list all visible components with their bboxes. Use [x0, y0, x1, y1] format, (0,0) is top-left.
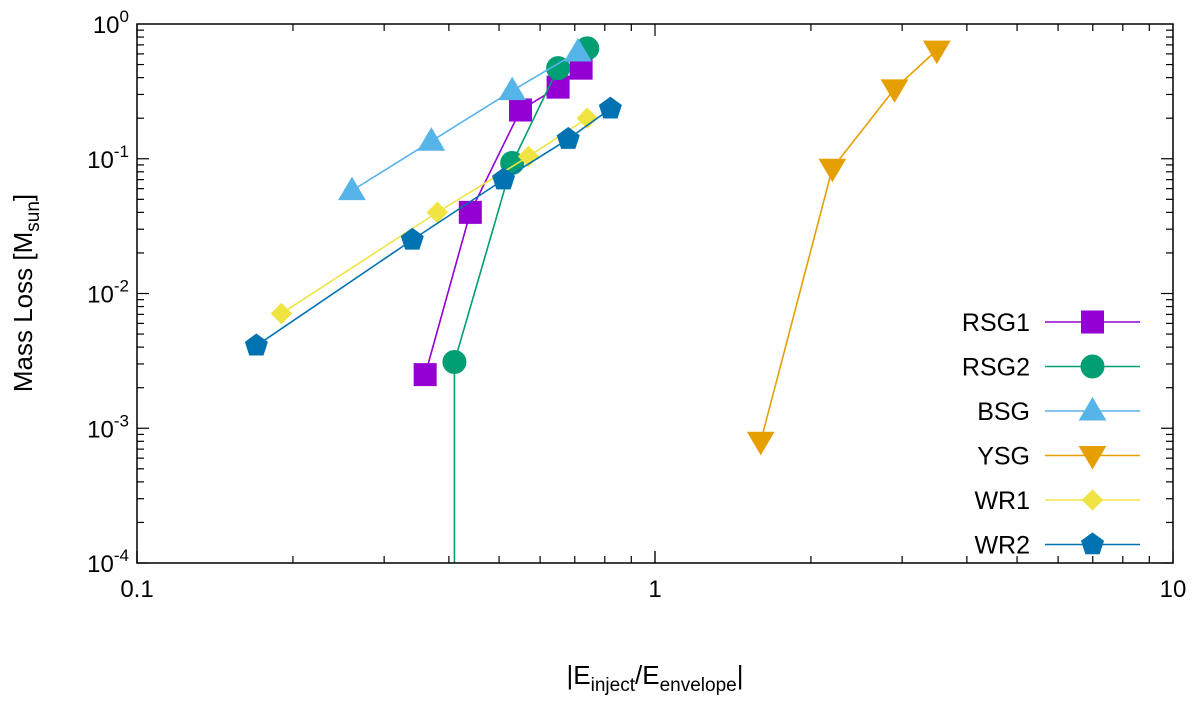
y-tick-label: 10-1: [87, 142, 129, 174]
data-point-rsg1: [458, 200, 482, 224]
data-point-rsg1: [413, 363, 437, 387]
data-point-wr1: [426, 201, 449, 224]
data-point-bsg: [338, 176, 366, 201]
legend-entry-wr1: WR1: [974, 487, 1140, 515]
data-point-ysg: [746, 431, 775, 456]
data-point-rsg2: [442, 350, 467, 375]
legend-marker: [1078, 446, 1107, 470]
tick-marks: [136, 24, 1174, 564]
data-point-wr2: [598, 96, 622, 119]
legend-entry-bsg: BSG: [977, 397, 1140, 426]
series-wr2: [244, 96, 622, 356]
data-point-bsg: [417, 127, 446, 151]
legend-label: BSG: [977, 398, 1030, 426]
data-point-ysg: [880, 79, 909, 103]
data-point-wr2: [244, 333, 268, 356]
legend-marker: [1078, 397, 1107, 421]
plot-frame: [136, 23, 1174, 564]
series-line-bsg: [351, 51, 579, 192]
data-point-wr1: [576, 107, 598, 129]
legend: RSG1 RSG2 BSG YSG WR1 WR2: [962, 309, 1140, 560]
y-axis-label: Mass Loss [Msun]: [8, 194, 44, 392]
y-tick-label: 10-4: [87, 546, 129, 578]
x-tick-label: 1: [648, 576, 661, 603]
series-layer: [244, 36, 951, 563]
legend-label: YSG: [977, 443, 1030, 471]
legend-marker: [1081, 310, 1104, 334]
y-tick-label: 10-3: [87, 411, 129, 443]
x-axis-label: |Einject/Eenvelope|: [567, 660, 744, 696]
legend-marker: [1080, 532, 1105, 555]
legend-marker: [1081, 489, 1104, 511]
x-tick-label: 0.1: [120, 576, 153, 603]
series-rsg1: [413, 56, 593, 387]
data-point-bsg: [564, 37, 592, 62]
tick-labels: 0.1 1 10 10-4 10-3 10-2 10-1 100: [87, 7, 1186, 603]
legend-entry-wr2: WR2: [974, 532, 1140, 560]
data-point-rsg2: [546, 56, 571, 81]
legend-label: RSG2: [962, 354, 1030, 382]
legend-label: RSG1: [962, 309, 1030, 337]
data-point-ysg: [922, 40, 951, 65]
y-tick-label: 100: [93, 7, 129, 39]
x-tick-label: 10: [1160, 576, 1187, 603]
series-line-rsg1: [424, 67, 582, 375]
legend-marker: [1080, 354, 1105, 379]
series-line-rsg2: [453, 47, 588, 563]
data-point-rsg1: [509, 98, 533, 122]
data-point-wr2: [400, 227, 424, 250]
legend-label: WR2: [974, 532, 1030, 560]
y-tick-label: 10-2: [87, 277, 129, 309]
series-bsg: [338, 37, 592, 201]
legend-label: WR1: [974, 487, 1030, 515]
data-point-wr2: [556, 126, 580, 149]
data-point-bsg: [498, 76, 527, 101]
data-point-ysg: [818, 158, 847, 183]
legend-entry-ysg: YSG: [977, 443, 1140, 471]
series-ysg: [746, 40, 951, 456]
series-line-ysg: [759, 49, 938, 442]
legend-entry-rsg1: RSG1: [962, 309, 1140, 337]
legend-entry-rsg2: RSG2: [962, 354, 1140, 382]
data-point-wr1: [270, 302, 293, 325]
data-point-wr2: [491, 167, 516, 190]
series-rsg2: [442, 36, 600, 563]
